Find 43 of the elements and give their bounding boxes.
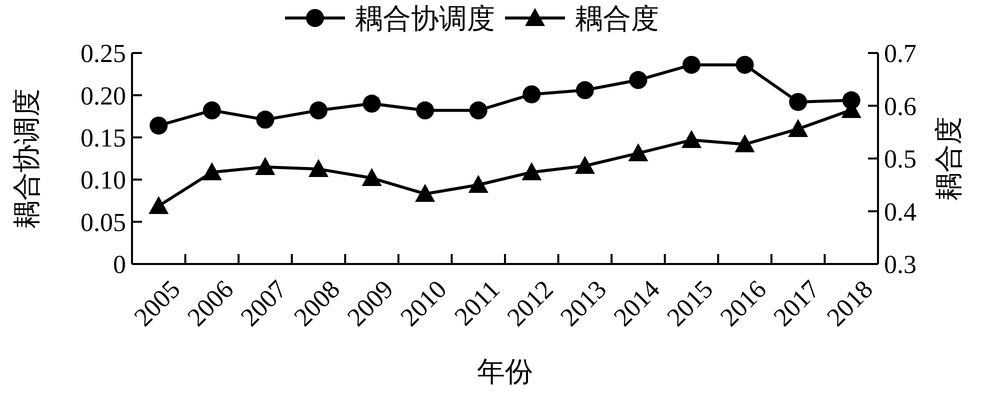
y-tick-label: 0.15 <box>80 124 126 152</box>
point <box>468 174 488 193</box>
point <box>202 101 221 120</box>
point <box>362 168 382 186</box>
point <box>629 71 648 90</box>
point <box>202 162 222 180</box>
point <box>256 110 274 129</box>
point <box>148 196 169 214</box>
point <box>308 159 328 178</box>
y-tick-label: 0 <box>113 250 126 280</box>
point <box>789 92 808 111</box>
y2-axis-title: 耦合度 <box>934 116 965 200</box>
point <box>415 184 436 202</box>
legend-label: 耦合度 <box>575 4 659 35</box>
point <box>310 101 328 120</box>
y2-tick-label: 0.5 <box>884 144 916 174</box>
point <box>734 134 755 152</box>
y2-tick-label: 0.6 <box>884 92 916 121</box>
y-tick-label: 0.25 <box>80 39 126 68</box>
point <box>682 130 702 148</box>
x-axis-title: 年份 <box>477 357 533 388</box>
point <box>574 156 595 174</box>
y-tick-label: 0.10 <box>80 166 126 195</box>
y-axis-title: 耦合协调度 <box>12 88 43 228</box>
legend-label: 耦合协调度 <box>355 4 495 35</box>
point <box>788 118 808 137</box>
point <box>255 156 276 175</box>
y2-tick-label: 0.3 <box>884 250 916 280</box>
y2-tick-label: 0.4 <box>884 197 916 226</box>
point <box>576 81 594 100</box>
point <box>150 116 168 135</box>
point <box>628 143 648 162</box>
point <box>469 101 488 120</box>
x-tick-label: 2011 <box>448 274 506 332</box>
point <box>522 85 541 104</box>
point <box>682 56 700 74</box>
point <box>362 94 381 113</box>
y-tick-label: 0.05 <box>80 208 126 237</box>
point <box>416 101 434 120</box>
y2-tick-label: 0.7 <box>884 39 916 68</box>
y-tick-label: 0.20 <box>80 81 126 110</box>
point <box>522 162 542 180</box>
point <box>736 56 754 74</box>
